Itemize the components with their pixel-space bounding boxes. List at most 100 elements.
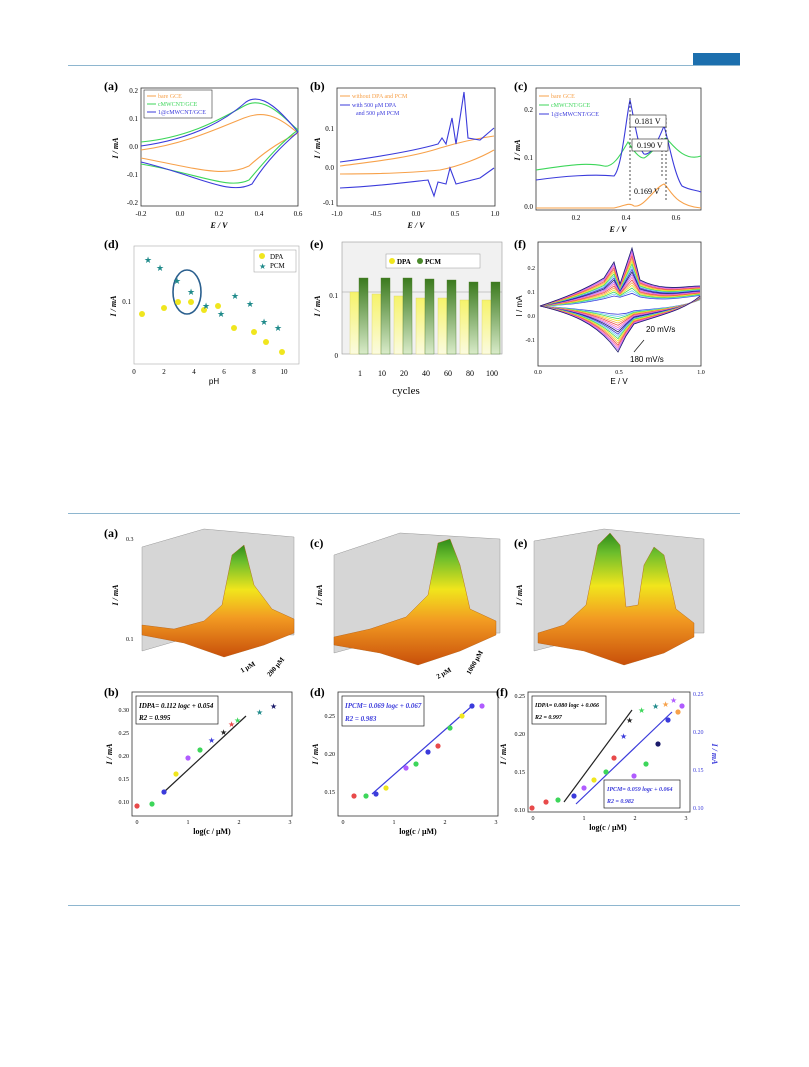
surface [537,532,695,666]
z-axis-label: I / mA [315,584,324,607]
data-point [383,785,389,791]
x-tick: 0.0 [176,210,185,218]
star-icon: ★ [234,716,241,725]
star-icon: ★ [228,720,235,729]
data-point [611,755,617,761]
y-tick: 0.1 [325,125,334,133]
legend-item: and 500 μM PCM [356,111,400,117]
star-icon: ★ [187,287,195,297]
y-axis-label: I / mA [105,743,114,766]
data-point [675,709,681,715]
y-axis-label: I / mA [313,137,322,160]
data-point [571,793,577,799]
x-tick: 0.5 [615,370,623,376]
star-icon: ★ [208,736,215,745]
fig1-panel-d: (d) ★ ★ ★ ★ ★ ★ ★ ★ ★ ★ DPA ★ PCM 0.1 0 2 4 6 8 10… [104,237,300,386]
star-icon: ★ [246,299,254,309]
x-tick: 2 [444,820,447,826]
legend-item: PCM [270,262,286,270]
y-tick: 0.0 [528,314,536,320]
data-point [173,771,179,777]
highlight-circle [172,269,202,315]
bar-pcm [446,279,457,355]
equation: IPCM= 0.069 logc + 0.067 [344,702,422,710]
header-rule [68,65,740,66]
data-point [479,703,485,709]
y-tick: -0.2 [127,199,139,207]
x-ticks: -1.0 -0.5 0.0 0.5 1.0 [331,210,499,218]
panel-label: (d) [104,237,119,251]
cv-bare [140,114,300,172]
x-tick: -0.2 [135,210,147,218]
fit-line [371,705,473,795]
x-tick: 80 [466,369,474,378]
data-points [351,703,485,799]
x-tick: -1.0 [331,210,343,218]
star-icon: ★ [652,702,659,711]
conc-label: 200 μM [265,655,286,678]
data-point [139,311,145,317]
y-axis-label: I / mA [109,295,118,318]
panel-label: (b) [104,685,119,699]
data-point [543,799,549,805]
bar-pcm [490,281,501,355]
x-ticks: 0 2 4 6 8 10 [132,368,288,376]
y-axis-label: I / mA [513,139,522,162]
data-point [188,299,194,305]
bars [349,277,501,355]
x-ticks: -0.2 0.0 0.2 0.4 0.6 [135,210,302,218]
legend-item: DPA [270,253,283,261]
cv-curve [539,276,701,307]
z-tick: 0.3 [126,537,134,543]
cv-curve [539,290,701,307]
x-tick: 0.5 [451,210,460,218]
x-tick: 8 [252,368,256,376]
annotation: 0.181 V [635,117,661,126]
fig2-panel-f: (f) ★★★ ★ ★ ★ IDPA= 0.080 logc + 0.066 R2 =… [496,685,719,832]
cv-curve [539,271,701,307]
data-point [447,725,453,731]
fig2-panel-a: (a) 0.3 0.1 I / mA 200 μM 1 μM [104,526,295,678]
star-icon: ★ [638,706,645,715]
x-axis-label: E / V [407,221,426,230]
y-tick: 0.1 [129,115,138,123]
x-ticks: 0 1 2 3 [532,816,688,822]
star-icon: ★ [620,732,627,741]
y-tick: 0.0 [129,143,138,151]
y-tick: 0.1 [122,298,131,306]
cv-curve [539,273,701,307]
bar-pcm [402,277,413,355]
bar-dpa [437,297,448,355]
star-icon: ★ [173,276,181,286]
star-icon: ★ [156,263,164,273]
fig2-panel-d: (d) IPCM= 0.069 logc + 0.067 R2 = 0.983 … [310,685,499,836]
legend-item: cMWCNT/GCE [551,103,591,109]
x-axis-label: E / V [609,225,628,234]
data-point [231,325,237,331]
y-tick: -0.1 [526,338,536,344]
y2-tick: 0.25 [693,692,704,698]
x-tick: 1 [583,816,586,822]
r-squared: R2 = 0.982 [606,799,634,805]
y-tick: 0.2 [129,87,138,95]
data-point [373,791,379,797]
fig1-panel-a: (a) bare GCE cMWCNT/GCE 1@cMWCNT/GCE 0.2… [104,79,303,230]
star-icon: ★ [274,323,282,333]
data-point [555,797,561,803]
x-tick: 0.4 [255,210,264,218]
cv-curve [539,284,701,307]
cv-with [339,91,495,198]
x-tick: 2 [238,820,241,826]
x-tick: -0.5 [370,210,382,218]
x-tick: 100 [486,369,498,378]
bar-dpa [459,299,470,355]
fig2-panel-b: (b) ★★★★★★ IDPA= 0.112 logc + 0.054 R2 =… [104,685,293,836]
y-ticks: 0.2 0.1 0.0 -0.1 [526,266,536,344]
legend-item: bare GCE [551,94,575,100]
fig1-panel-f: (f) 20 mV/s 180 mV/s 0.2 0.1 0.0 -0.1 0.… [514,237,705,386]
z-tick: 0.1 [126,637,134,643]
bar-dpa [371,293,382,355]
cv-curve [539,282,701,307]
data-point [175,299,181,305]
legend: bare GCE cMWCNT/GCE 1@cMWCNT/GCE [143,89,213,119]
